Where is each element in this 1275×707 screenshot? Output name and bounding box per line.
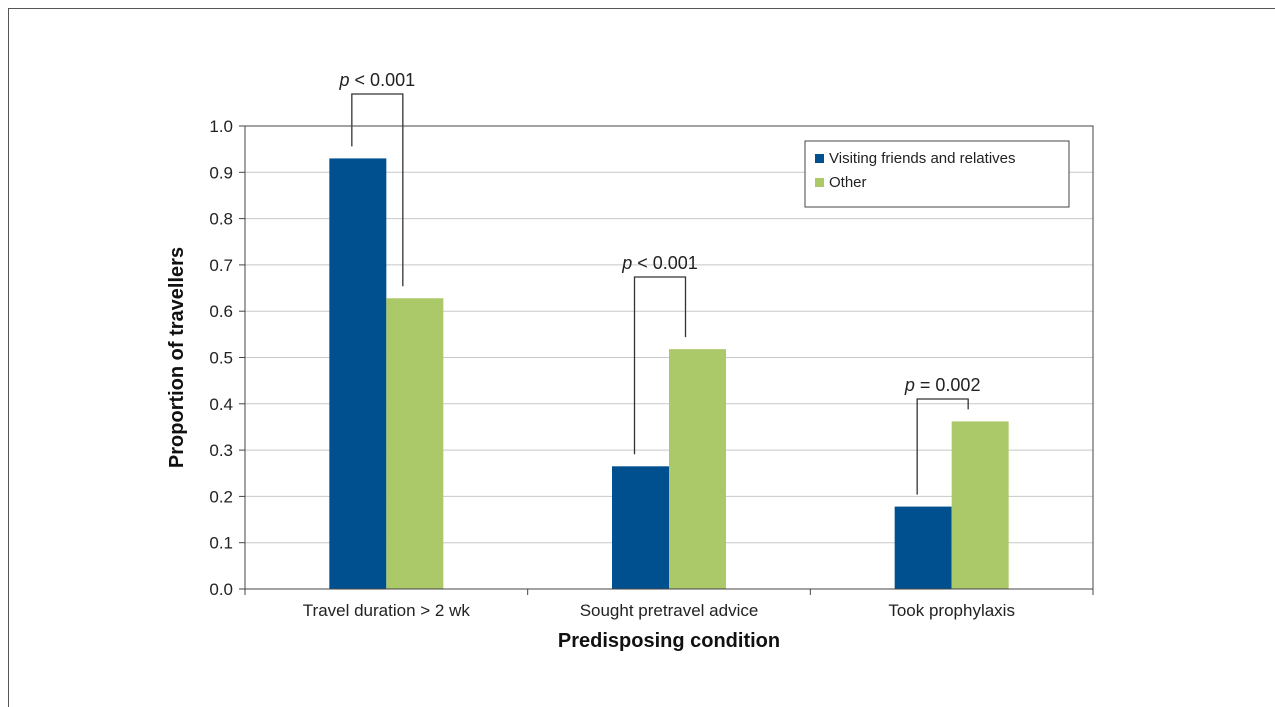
legend-box [804,140,1070,208]
y-tick-label: 1.0 [209,117,233,136]
x-axis-categories: Travel duration > 2 wk Sought pretravel a… [244,589,1094,620]
p-value-label: p < 0.001 [339,70,416,90]
bar-other [951,421,1009,589]
bar-other [669,349,726,589]
legend-label: Visiting friends and relatives [829,150,1016,167]
y-tick-label: 0.3 [209,441,233,460]
figure-frame [8,8,1275,707]
significance-bracket [633,276,687,455]
bar-vfr [894,506,952,589]
bar-other [386,298,444,589]
y-tick-label: 0.5 [209,349,233,368]
legend-label: Other [829,174,867,191]
bar-vfr [329,158,387,589]
y-tick-label: 0.1 [209,534,233,553]
legend-swatch [815,178,824,187]
y-tick-label: 0.8 [209,210,233,229]
bars [329,158,1009,589]
plot-border [244,125,1094,590]
y-tick-label: 0.0 [209,580,233,599]
significance-annotations: p < 0.001 p < 0.001 p = 0.002 [339,70,981,495]
y-axis-ticks: 0.0 0.1 0.2 0.3 0.4 0.5 0.6 0.7 0.8 0.9 1.0 [209,117,245,599]
y-tick-label: 0.4 [209,395,233,414]
y-tick-label: 0.6 [209,302,233,321]
y-tick-label: 0.2 [209,487,233,506]
y-tick-label: 0.7 [209,256,233,275]
y-tick-label: 0.9 [209,163,233,182]
bar-vfr [612,466,669,589]
legend-swatch [815,154,824,163]
significance-bracket [351,93,404,287]
p-value-label: p < 0.001 [621,253,698,273]
significance-bracket [916,398,969,495]
y-axis-title: Proportion of travellers [166,247,188,468]
legend: Visiting friends and relatives Other [804,140,1070,208]
x-category-label: Took prophylaxis [888,601,1015,620]
x-category-label: Sought pretravel advice [580,601,759,620]
x-axis-title: Predisposing condition [558,630,780,652]
p-value-label: p = 0.002 [904,375,981,395]
x-category-label: Travel duration > 2 wk [303,601,471,620]
